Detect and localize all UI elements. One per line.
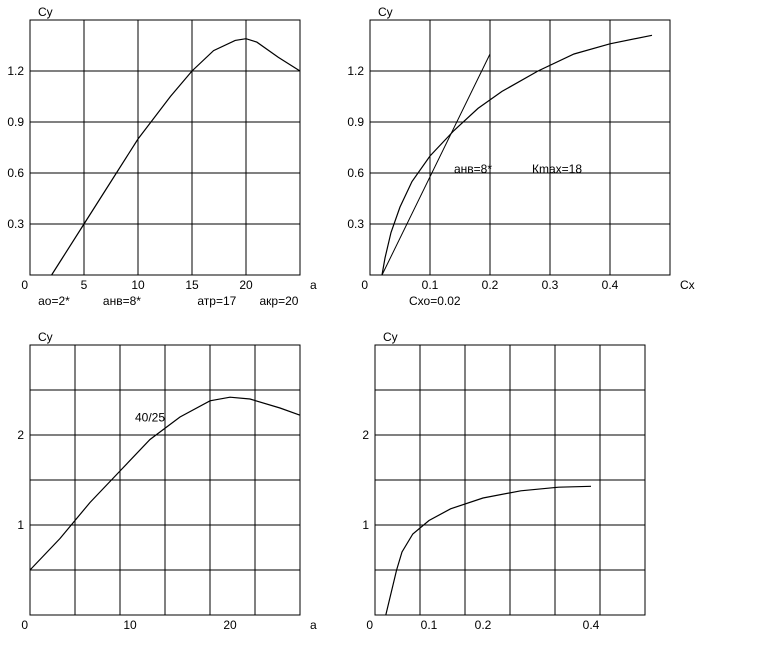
svg-text:0.3: 0.3 <box>7 217 24 231</box>
svg-text:0: 0 <box>21 278 28 292</box>
svg-text:0.6: 0.6 <box>7 166 24 180</box>
chart-bottom-right: 0.1 0.2 0.4 1 2 0 Cy <box>345 325 675 655</box>
svg-text:0.1: 0.1 <box>421 618 438 632</box>
svg-text:2: 2 <box>362 428 369 442</box>
svg-text:20: 20 <box>223 618 237 632</box>
chart-bottom-left: 1020120Cya40/25 <box>0 325 330 655</box>
chart-grid-canvas: 51015200.30.60.91.20Cyaао=2*анв=8*атр=17… <box>0 0 775 641</box>
svg-text:20: 20 <box>239 278 253 292</box>
svg-text:0.4: 0.4 <box>583 618 600 632</box>
svg-text:Кmах=18: Кmах=18 <box>532 162 582 176</box>
chart-top-left: 5 10 15 20 0.3 0.6 0.9 1.2 0 Cy a ао=2* анв=8* атр=17… <box>0 0 330 315</box>
svg-text:5: 5 <box>81 278 88 292</box>
svg-text:0.1: 0.1 <box>422 278 439 292</box>
svg-text:ао=2*: ао=2* <box>38 294 70 308</box>
svg-text:Cx: Cx <box>680 278 695 292</box>
svg-text:анв=8*: анв=8* <box>103 294 141 308</box>
svg-text:0.9: 0.9 <box>7 115 24 129</box>
svg-text:15: 15 <box>185 278 199 292</box>
svg-text:Схо=0.02: Схо=0.02 <box>409 294 461 308</box>
svg-text:1.2: 1.2 <box>347 64 364 78</box>
svg-text:0.4: 0.4 <box>602 278 619 292</box>
svg-text:0.9: 0.9 <box>347 115 364 129</box>
svg-text:0.3: 0.3 <box>542 278 559 292</box>
svg-text:10: 10 <box>123 618 137 632</box>
svg-text:40/25: 40/25 <box>135 411 165 425</box>
svg-text:0.3: 0.3 <box>347 217 364 231</box>
svg-text:1.2: 1.2 <box>7 64 24 78</box>
svg-text:Cy: Cy <box>378 5 393 19</box>
svg-text:a: a <box>310 618 317 632</box>
svg-text:Cy: Cy <box>383 330 398 344</box>
svg-text:10: 10 <box>131 278 145 292</box>
svg-text:2: 2 <box>17 428 24 442</box>
chart-top-right: 0.1 0.2 0.3 0.4 0.3 0.6 0.9 1.2 0 Cy Cx анв=8* Кmах=… <box>340 0 700 315</box>
svg-text:0.6: 0.6 <box>347 166 364 180</box>
svg-text:0: 0 <box>366 618 373 632</box>
svg-text:0: 0 <box>361 278 368 292</box>
svg-text:0.2: 0.2 <box>475 618 492 632</box>
svg-text:акр=20: акр=20 <box>260 294 299 308</box>
svg-text:1: 1 <box>17 518 24 532</box>
svg-text:Cy: Cy <box>38 5 53 19</box>
svg-text:атр=17: атр=17 <box>197 294 236 308</box>
svg-text:a: a <box>310 278 317 292</box>
svg-text:1: 1 <box>362 518 369 532</box>
svg-text:анв=8*: анв=8* <box>454 162 492 176</box>
svg-text:0.2: 0.2 <box>482 278 499 292</box>
svg-text:Cy: Cy <box>38 330 53 344</box>
svg-text:0: 0 <box>21 618 28 632</box>
